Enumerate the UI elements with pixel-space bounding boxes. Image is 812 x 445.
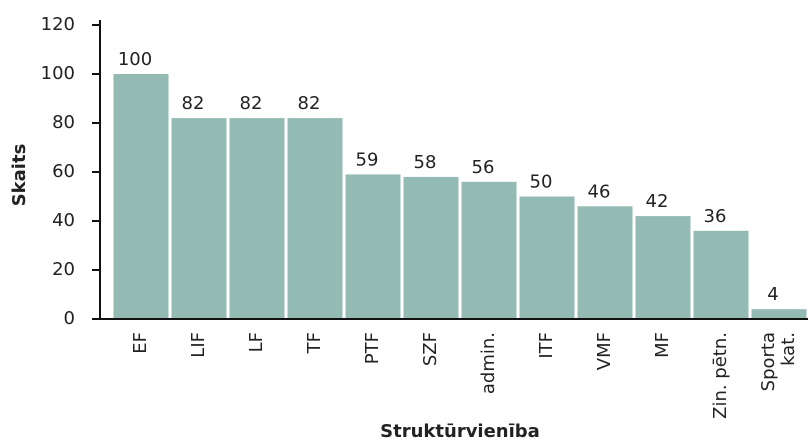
bar: [171, 118, 227, 319]
y-tick-label: 80: [52, 112, 75, 133]
value-label: 50: [530, 172, 553, 193]
bar: [461, 181, 517, 319]
bar: [113, 74, 169, 319]
value-label: 59: [356, 149, 379, 170]
x-tick-label: ITF: [536, 332, 557, 359]
bar: [287, 118, 343, 319]
x-tick-label: EF: [130, 332, 151, 354]
x-tick-label: SZF: [420, 332, 441, 366]
y-tick-label: 40: [52, 210, 75, 231]
x-tick-label: TF: [304, 332, 325, 354]
x-tick-label: LIF: [188, 332, 209, 358]
x-tick-label: Zin. pētn.: [710, 332, 731, 419]
bar: [693, 230, 749, 319]
y-tick-label: 60: [52, 161, 75, 182]
value-label: 46: [588, 181, 611, 202]
value-label: 82: [298, 93, 321, 114]
x-tick-label: VMF: [594, 332, 615, 370]
bar: [403, 176, 459, 319]
bar: [519, 196, 575, 319]
y-tick-label: 100: [41, 63, 75, 84]
x-tick-label: Sportakat.: [758, 332, 799, 391]
y-tick-label: 20: [52, 259, 75, 280]
x-tick-label: MF: [652, 332, 673, 358]
bar: [635, 216, 691, 319]
bar: [345, 174, 401, 319]
value-label: 4: [767, 284, 778, 305]
x-axis-label: Struktūrvienība: [380, 421, 540, 442]
x-tick-label: admin.: [478, 332, 499, 394]
bar: [577, 206, 633, 319]
value-label: 82: [182, 93, 205, 114]
x-tick-label: PTF: [362, 332, 383, 364]
y-tick-label: 0: [64, 308, 75, 329]
value-label: 56: [472, 157, 495, 178]
y-axis-label: Skaits: [9, 144, 30, 207]
value-label: 100: [118, 49, 152, 70]
y-tick-label: 120: [41, 14, 75, 35]
x-tick-label: LF: [246, 332, 267, 352]
value-label: 42: [646, 191, 669, 212]
bar: [751, 309, 807, 319]
value-label: 36: [704, 206, 727, 227]
value-label: 58: [414, 152, 437, 173]
value-label: 82: [240, 93, 263, 114]
bar: [229, 118, 285, 319]
